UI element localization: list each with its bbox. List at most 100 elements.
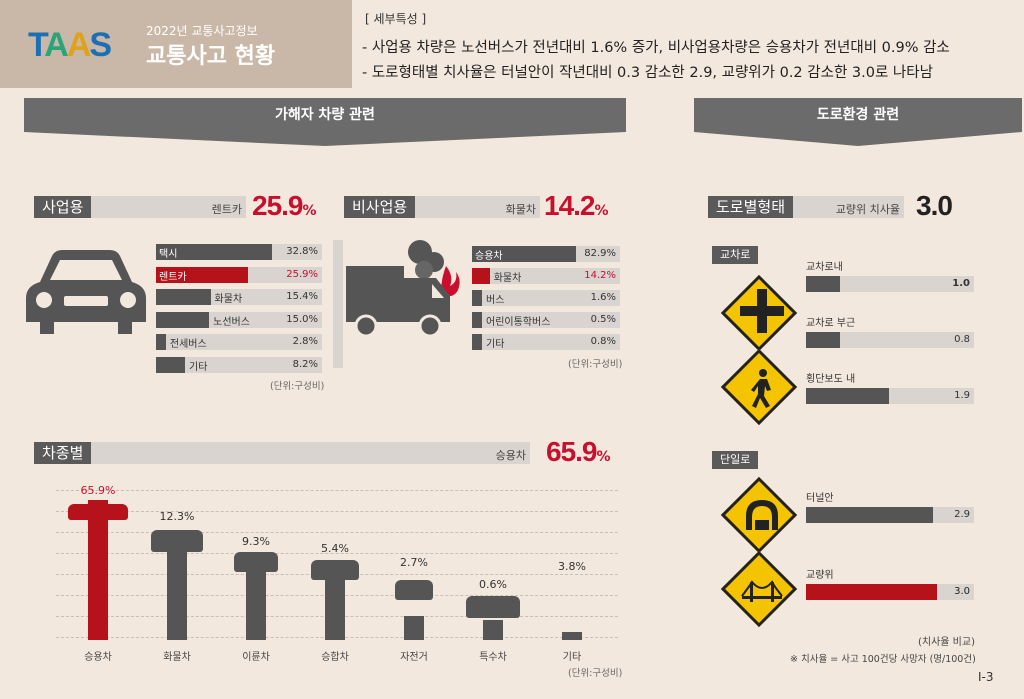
chart-category-label: 특수차 bbox=[479, 652, 507, 663]
business-row-label: 노선버스 bbox=[213, 316, 250, 328]
business-row-bar bbox=[156, 334, 166, 350]
tunnel-glyph-icon bbox=[746, 500, 778, 530]
chart-value-label: 9.3% bbox=[242, 535, 270, 548]
nonbusiness-row-label: 버스 bbox=[486, 295, 505, 306]
business-row-track bbox=[156, 356, 322, 373]
business-row-label: 기타 bbox=[189, 361, 208, 373]
business-row-value: 15.0% bbox=[286, 313, 318, 325]
detail-line-2: - 도로형태별 치사율은 터널안이 작년대비 0.3 감소한 2.9, 교량위가… bbox=[362, 65, 933, 81]
road-label: 도로별형태 bbox=[708, 196, 794, 218]
nonbusiness-row-label: 화물차 bbox=[493, 273, 522, 284]
road-item-label: 교차로 부근 bbox=[806, 318, 856, 329]
chart-category-label: 승용차 bbox=[84, 652, 112, 663]
chart-category-label: 자전거 bbox=[400, 652, 428, 663]
business-highlight-value: 25.9 bbox=[252, 190, 303, 221]
chart-value-label: 5.4% bbox=[321, 542, 349, 555]
business-row-label: 전세버스 bbox=[169, 339, 207, 350]
nonbusiness-row-label: 승용차 bbox=[475, 251, 503, 262]
business-row-value: 15.4% bbox=[286, 291, 318, 302]
cross-sign-bar-v bbox=[757, 289, 767, 333]
business-row-bar bbox=[156, 289, 211, 305]
nonbusiness-row-value: 82.9% bbox=[584, 248, 616, 259]
banner-vehicle: 가해자 차량 관련 bbox=[24, 98, 626, 132]
business-unit: (단위:구성비) bbox=[270, 381, 325, 392]
nonbusiness-row-bar bbox=[472, 334, 482, 350]
banner-vehicle-arrow bbox=[24, 132, 626, 146]
road-item-bar bbox=[806, 584, 938, 600]
page-title: 교통사고 현황 bbox=[146, 44, 276, 69]
nonbusiness-row: 화물차 14.2% bbox=[472, 268, 620, 284]
detail-line-1: - 사업용 차량은 노선버스가 전년대비 1.6% 증가, 비사업용차량은 승용… bbox=[362, 40, 950, 56]
road-note-2: ※ 치사율 = 사고 100건당 사망자 (명/100건) bbox=[790, 654, 976, 665]
business-row: 화물차 15.4% bbox=[156, 289, 322, 305]
chart-bar bbox=[325, 568, 345, 640]
nonbusiness-highlight-label: 화물차 bbox=[505, 203, 536, 216]
vehicle-highlight-label: 승용차 bbox=[495, 449, 526, 462]
header-detail-panel bbox=[352, 0, 1024, 88]
business-row-bar bbox=[156, 356, 186, 373]
header-title-panel bbox=[0, 0, 352, 88]
business-highlight-pct: % bbox=[302, 203, 317, 219]
bridge-glyph-icon bbox=[741, 580, 783, 602]
taas-logo: TAAS bbox=[28, 26, 112, 64]
nonbusiness-unit: (단위:구성비) bbox=[568, 359, 623, 370]
business-highlight: 25.9% bbox=[252, 190, 317, 222]
business-row: 노선버스 15.0% bbox=[156, 311, 322, 328]
business-row-value: 32.8% bbox=[286, 246, 318, 257]
banner-road: 도로환경 관련 bbox=[694, 98, 1022, 132]
road-item-track bbox=[806, 332, 974, 348]
page-number: Ⅰ-3 bbox=[978, 670, 994, 684]
nonbusiness-row-bar bbox=[472, 312, 482, 328]
nonbusiness-row: 어린이통학버스 0.5% bbox=[472, 312, 620, 328]
vehicle-highlight: 65.9% bbox=[546, 436, 611, 468]
car-icon bbox=[26, 250, 146, 334]
road-item-label: 교차로내 bbox=[806, 262, 843, 273]
road-item-value: 1.0 bbox=[952, 278, 970, 289]
chart-value-label: 0.6% bbox=[479, 578, 507, 591]
nonbusiness-row: 기타 0.8% bbox=[472, 334, 620, 350]
vehicle-type-label: 차종별 bbox=[34, 442, 92, 464]
chart-bar bbox=[404, 616, 424, 640]
nonbusiness-row-value: 1.6% bbox=[590, 292, 616, 303]
nonbusiness-row: 버스 1.6% bbox=[472, 290, 620, 306]
road-item-track bbox=[806, 276, 974, 292]
business-row: 기타 8.2% bbox=[156, 356, 322, 373]
nonbusiness-row-bar bbox=[472, 268, 490, 284]
gridline bbox=[56, 532, 618, 533]
road-highlight-value: 3.0 bbox=[916, 190, 953, 221]
business-row-bar bbox=[156, 244, 273, 260]
burning-truck-icon bbox=[346, 240, 460, 338]
crane-truck-icon bbox=[466, 596, 520, 618]
road-item-label: 터널안 bbox=[806, 493, 834, 504]
business-row-value: 25.9% bbox=[286, 268, 318, 280]
chart-bar bbox=[246, 556, 266, 640]
van-icon bbox=[311, 560, 359, 580]
divider bbox=[333, 240, 343, 368]
road-item-label: 횡단보도 내 bbox=[806, 374, 856, 385]
road-item-label: 교량위 bbox=[806, 570, 834, 581]
chart-value-label: 2.7% bbox=[400, 556, 428, 569]
chart-category-label: 기타 bbox=[562, 652, 582, 663]
gridline bbox=[56, 490, 618, 491]
road-item-value: 0.8 bbox=[954, 334, 970, 345]
nonbusiness-row: 승용차 82.9% bbox=[472, 246, 620, 262]
nonbusiness-row-label: 어린이통학버스 bbox=[486, 317, 551, 328]
chart-bar bbox=[483, 620, 503, 640]
group-intersection-tag: 교차로 bbox=[712, 246, 759, 264]
business-row: 택시 32.8% bbox=[156, 244, 322, 260]
road-item-value: 1.9 bbox=[954, 390, 970, 401]
nonbusiness-highlight-value: 14.2 bbox=[544, 190, 595, 221]
business-label: 사업용 bbox=[34, 196, 92, 218]
nonbusiness-row-value: 14.2% bbox=[584, 270, 616, 281]
road-highlight-label: 교량위 치사율 bbox=[835, 203, 900, 216]
pedestrian-glyph-icon bbox=[751, 369, 771, 408]
chart-value-label: 12.3% bbox=[159, 510, 195, 523]
vehicle-unit: (단위:구성비) bbox=[568, 668, 623, 679]
business-row-bar bbox=[156, 266, 248, 283]
nonbusiness-highlight-pct: % bbox=[594, 203, 609, 219]
nonbusiness-row-bar bbox=[472, 290, 482, 306]
gridline bbox=[56, 511, 618, 512]
chart-bar bbox=[562, 631, 582, 640]
chart-category-label: 이륜차 bbox=[242, 652, 270, 663]
